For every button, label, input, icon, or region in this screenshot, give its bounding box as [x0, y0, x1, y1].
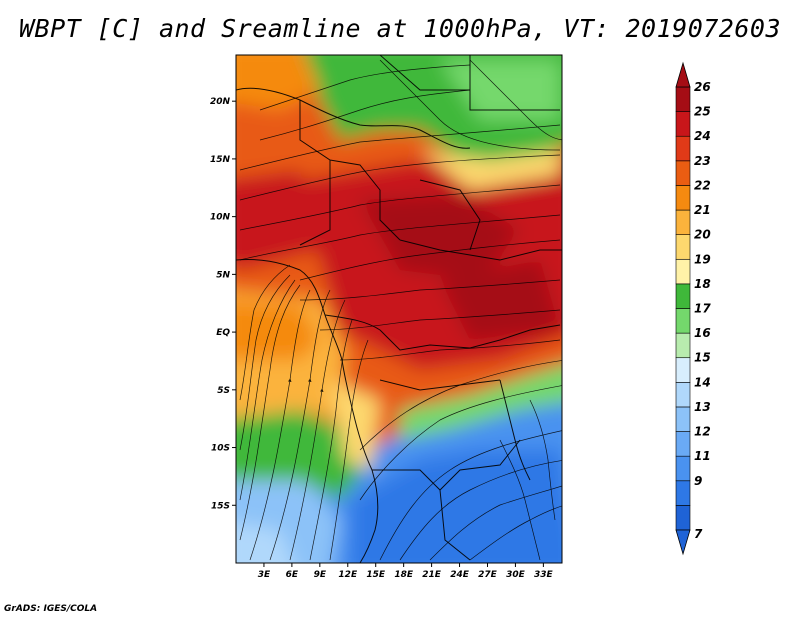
colorbar-swatch: [675, 86, 691, 112]
lon-tick-label: 12E: [338, 570, 358, 580]
lat-tick-label: 5N: [216, 270, 230, 280]
lon-tick-label: 33E: [534, 570, 554, 580]
colorbar-swatch: [675, 431, 691, 457]
colorbar-swatch: [675, 185, 691, 211]
lon-tick-label: 6E: [286, 570, 299, 580]
colorbar: 7 9 11 12 13 14 15 16 17 18 19 20 21 22 23 24 25 26: [675, 61, 711, 556]
lat-tick-label: 15N: [210, 155, 231, 165]
lon-tick-label: 18E: [394, 570, 414, 580]
colorbar-swatch: [675, 505, 691, 531]
colorbar-swatch: [675, 209, 691, 235]
lat-tick-label: EQ: [216, 328, 230, 338]
latitude-axis: 20N 15N 10N 5N EQ 5S 10S 15S: [210, 97, 236, 511]
colorbar-label: 20: [694, 228, 711, 242]
colorbar-label: 21: [694, 203, 711, 217]
lat-tick-label: 20N: [210, 97, 231, 107]
wbpt-shaded-map: [236, 55, 562, 563]
colorbar-swatch: [675, 283, 691, 309]
colorbar-label: 12: [694, 425, 711, 439]
map-frame: [235, 54, 563, 564]
colorbar-max-arrow: [675, 61, 691, 88]
colorbar-swatch: [675, 406, 691, 432]
lat-tick-label: 10S: [211, 444, 230, 454]
colorbar-swatch: [675, 382, 691, 408]
lon-tick-label: 3E: [258, 570, 271, 580]
lon-tick-label: 24E: [450, 570, 470, 580]
colorbar-swatch: [675, 455, 691, 482]
longitude-axis: 3E 6E 9E 12E 15E 18E 21E 24E 27E 30E 33E: [258, 563, 554, 580]
colorbar-label: 14: [694, 375, 711, 389]
colorbar-label: 17: [694, 302, 711, 316]
lon-tick-label: 9E: [314, 570, 327, 580]
colorbar-swatch: [675, 308, 691, 334]
colorbar-label: 24: [694, 129, 711, 143]
colorbar-label: 26: [694, 80, 711, 94]
colorbar-label: 9: [694, 474, 702, 488]
map-title: WBPT [C] and Sreamline at 1000hPa, VT: 2…: [18, 14, 781, 43]
colorbar-swatch: [675, 480, 691, 506]
colorbar-label: 18: [694, 277, 711, 291]
colorbar-label: 11: [694, 449, 711, 463]
colorbar-label: 22: [694, 178, 711, 192]
credit-label: GrADS: IGES/COLA: [4, 604, 98, 614]
colorbar-label: 23: [694, 154, 711, 168]
colorbar-label: 19: [694, 252, 711, 266]
lat-tick-label: 5S: [217, 386, 230, 396]
lon-tick-label: 15E: [366, 570, 386, 580]
colorbar-swatch: [675, 357, 691, 383]
colorbar-swatch: [675, 258, 691, 285]
lon-tick-label: 21E: [422, 570, 442, 580]
colorbar-label: 15: [694, 351, 711, 365]
colorbar-label: 16: [694, 326, 711, 340]
colorbar-min-arrow: [675, 529, 691, 556]
colorbar-swatch: [675, 160, 691, 186]
colorbar-label: 7: [694, 527, 703, 541]
lat-tick-label: 15S: [211, 501, 230, 511]
lon-tick-label: 30E: [506, 570, 526, 580]
colorbar-swatch: [675, 135, 691, 162]
colorbar-swatch: [675, 332, 691, 359]
lon-tick-label: 27E: [478, 570, 498, 580]
lat-tick-label: 10N: [210, 213, 231, 223]
colorbar-label: 13: [694, 400, 711, 414]
colorbar-label: 25: [694, 105, 711, 119]
colorbar-swatch: [675, 111, 691, 137]
colorbar-swatch: [675, 234, 691, 260]
